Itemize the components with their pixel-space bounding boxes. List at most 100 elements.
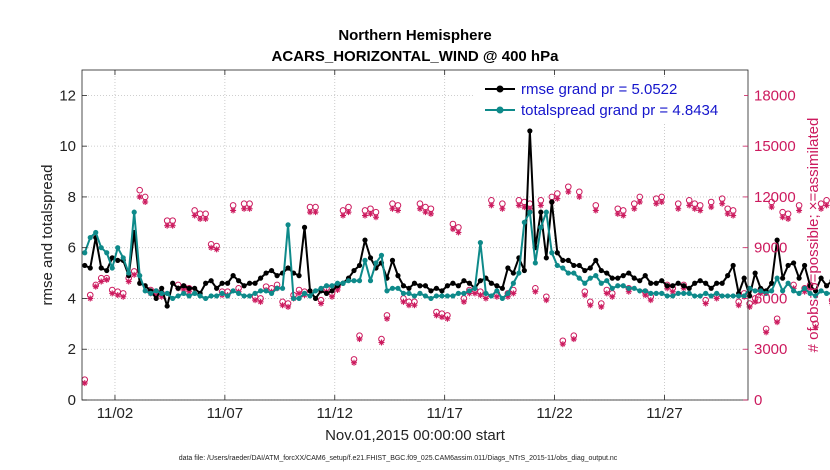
totalspread-point [131,209,137,215]
obs-assimilated-point [427,210,434,217]
rmse-point [477,278,483,284]
obs-assimilated-point [653,200,660,207]
totalspread-point [170,295,176,302]
obs-assimilated-point [493,293,500,300]
x-tick-label: 11/07 [207,405,243,422]
obs-assimilated-point [708,204,715,211]
totalspread-point [417,290,423,296]
totalspread-point [428,295,434,302]
obs-assimilated-point [730,212,737,219]
obs-assimilated-point [603,290,610,297]
rmse-point [653,280,659,286]
rmse-point [807,283,813,289]
obs-assimilated-point [620,212,627,219]
obs-assimilated-point [565,188,572,195]
totalspread-point [543,209,549,215]
rmse-point [411,280,418,286]
totalspread-point [477,240,483,246]
chart-title: Northern Hemisphere [338,27,491,44]
totalspread-point [505,290,511,296]
rmse-point [769,280,775,286]
totalspread-point [318,285,324,291]
rmse-point [312,295,319,302]
rmse-point [203,280,209,286]
obs-assimilated-point [296,290,303,297]
obs-assimilated-point [109,290,116,297]
totalspread-point [285,222,291,228]
obs-possible-point [828,297,830,303]
rmse-point [812,288,819,294]
obs-assimilated-point [796,207,803,214]
totalspread-point [527,209,533,215]
totalspread-point [521,219,527,225]
obs-assimilated-point [405,302,412,309]
rmse-point [450,280,456,286]
totalspread-point [312,288,319,294]
totalspread-point [692,293,698,299]
totalspread-point [279,285,286,291]
totalspread-point [587,275,593,281]
obs-assimilated-point [120,293,127,300]
rmse-point [301,224,308,230]
totalspread-point [576,275,582,281]
obs-assimilated-point [329,293,336,300]
rmse-point [703,280,709,286]
totalspread-point [137,273,143,279]
obs-assimilated-point [735,302,742,309]
totalspread-point [593,273,599,279]
totalspread-point [307,293,313,299]
rmse-point [461,278,467,284]
obs-assimilated-point [351,359,358,366]
rmse-point [246,280,253,286]
obs-assimilated-point [658,199,665,205]
obs-assimilated-point [378,339,385,346]
totalspread-point [203,295,209,302]
obs-assimilated-point [389,205,396,212]
rmse-point [818,275,824,281]
obs-assimilated-point [499,205,506,212]
rmse-point [681,283,687,289]
obs-assimilated-point [647,297,654,304]
rmse-point [730,262,736,269]
rmse-point [752,270,758,276]
totalspread-point [159,290,165,296]
y-axis-label: rmse and totalspread [39,165,56,306]
y-tick-label: 6 [68,240,76,257]
totalspread-point [714,290,720,296]
rmse-point [274,273,280,279]
obs-assimilated-point [598,303,605,310]
obs-assimilated-point [246,205,253,212]
totalspread-point [631,285,637,291]
totalspread-point [384,288,390,294]
totalspread-point [214,293,220,299]
rmse-point [615,275,621,281]
rmse-point [582,267,588,274]
totalspread-point [455,290,462,296]
obs-assimilated-point [702,300,709,307]
totalspread-point [181,290,187,296]
rmse-point [499,285,505,291]
totalspread-point [516,270,522,276]
obs-assimilated-point [372,214,379,221]
rmse-point [659,278,665,284]
rmse-point [323,290,330,296]
obs-assimilated-point [763,329,770,336]
rmse-point [241,283,247,289]
obs-assimilated-point [142,199,149,205]
obs-assimilated-point [252,297,259,304]
totalspread-point [532,260,538,266]
y2-tick-label: 6000 [754,290,787,307]
rmse-point [422,283,429,289]
totalspread-point [598,280,604,286]
rmse-point [620,273,626,279]
rmse-point [510,270,516,276]
totalspread-point [472,285,478,291]
rmse-point [571,262,577,269]
y2-axis-label: # of obs: o=possible; ×=assimilated [805,118,822,353]
totalspread-point [406,290,412,296]
totalspread-point [82,250,88,256]
y2-tick-label: 0 [754,392,762,409]
totalspread-point [389,285,396,291]
rmse-point [823,283,830,289]
totalspread-point [115,245,121,251]
